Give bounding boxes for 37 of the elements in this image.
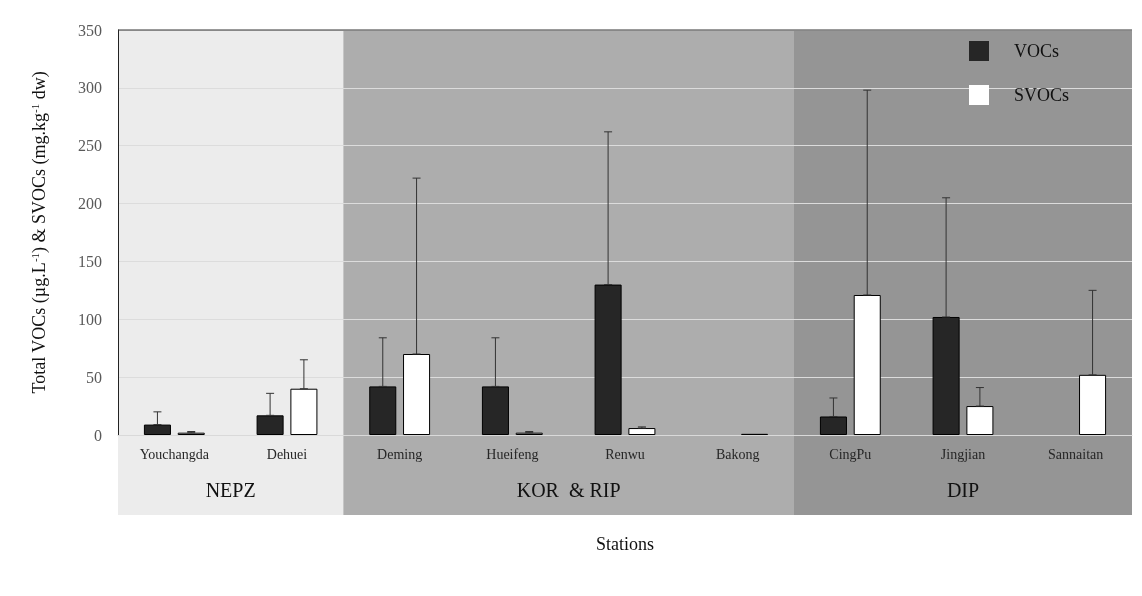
- y-tick-label: 200: [78, 195, 102, 213]
- bar: [481, 386, 509, 435]
- y-tick-label: 300: [78, 79, 102, 97]
- y-tick-label: 350: [78, 21, 102, 39]
- bar: [819, 416, 847, 435]
- x-tick-label: Dehuei: [266, 446, 308, 462]
- y-tick-label: 0: [94, 426, 102, 444]
- y-tick-label: 50: [86, 368, 102, 386]
- bar: [853, 294, 881, 435]
- x-tick-label: Jingjian: [940, 446, 986, 462]
- legend-label: VOCs: [1013, 41, 1059, 61]
- x-tick-label: Hueifeng: [486, 446, 539, 462]
- legend-label: SVOCs: [1013, 85, 1070, 105]
- bar: [1079, 374, 1107, 435]
- bar: [143, 424, 171, 435]
- bar: [369, 386, 397, 435]
- y-tick-label: 250: [78, 137, 102, 155]
- x-tick-label: Sannaitan: [1048, 446, 1104, 462]
- band-label: DIP: [946, 479, 980, 501]
- x-tick-label: Renwu: [605, 446, 645, 462]
- x-tick-label: Youchangda: [139, 446, 210, 462]
- bar: [932, 316, 960, 435]
- bar: [290, 388, 318, 435]
- x-tick-label: CingPu: [829, 446, 872, 462]
- bar: [403, 354, 431, 435]
- band-label: NEPZ: [205, 479, 256, 501]
- y-tick-label: 100: [78, 310, 102, 328]
- x-tick-label: Bakong: [715, 446, 760, 462]
- y-axis-title: Total VOCs (µg.L-1) & SVOCs (mg.kg-1 dw): [28, 71, 50, 394]
- bar: [594, 284, 622, 435]
- bar: [966, 406, 994, 435]
- bar: [628, 428, 656, 435]
- x-axis-title: Stations: [595, 534, 655, 554]
- y-tick-label: 150: [78, 252, 102, 270]
- bar: [256, 415, 284, 435]
- band-label: KOR & RIP: [516, 479, 621, 501]
- x-tick-label: Deming: [377, 446, 423, 462]
